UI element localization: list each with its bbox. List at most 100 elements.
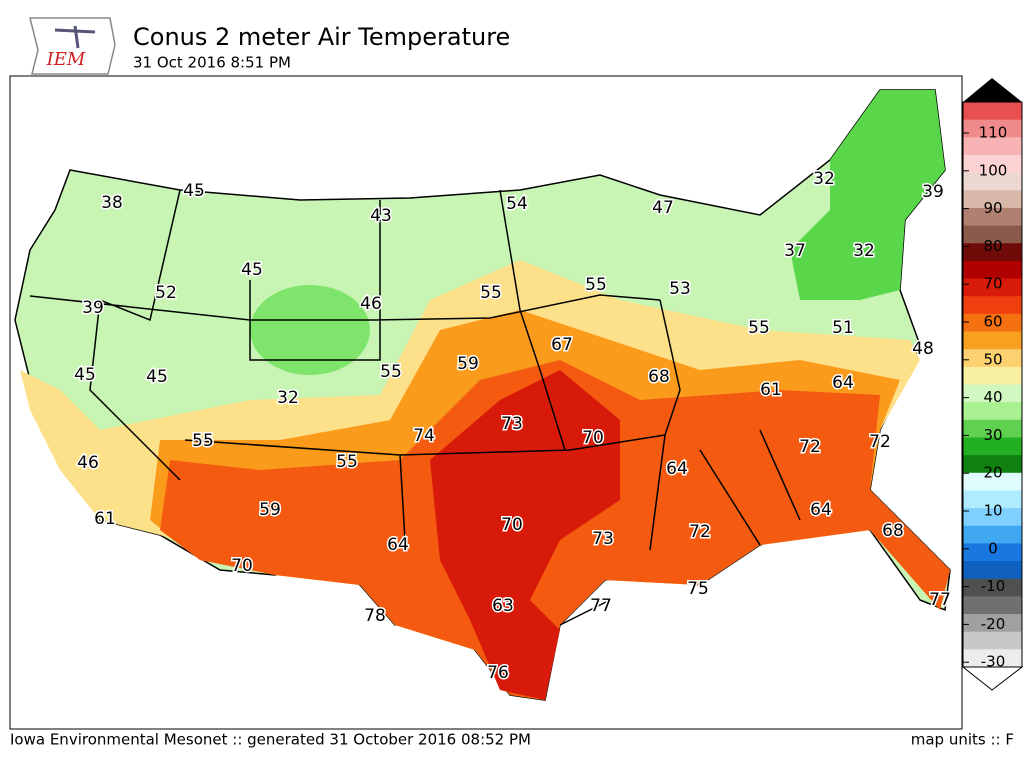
station-value: 68 [882, 521, 904, 541]
station-value: 46 [77, 453, 99, 473]
station-value: 77 [929, 590, 951, 610]
station-value: 45 [183, 181, 205, 201]
colorbar-label: -30 [981, 653, 1006, 671]
station-value: 39 [922, 182, 944, 202]
station-value: 53 [669, 279, 691, 299]
color-band [963, 243, 1022, 262]
station-value: 64 [832, 373, 854, 393]
station-value: 63 [492, 596, 514, 616]
station-value: 45 [146, 367, 168, 387]
colorbar-label: 0 [988, 539, 998, 557]
title: Conus 2 meter Air Temperature [133, 23, 510, 51]
station-value: 64 [666, 459, 688, 479]
station-value: 48 [912, 339, 934, 359]
station-value: 73 [592, 529, 614, 549]
station-value: 52 [155, 283, 177, 303]
station-value: 77 [590, 596, 612, 616]
station-value: 74 [413, 426, 435, 446]
color-band [963, 102, 1022, 121]
colorbar-label: 30 [983, 426, 1002, 444]
color-band [963, 172, 1022, 191]
station-value: 46 [360, 294, 382, 314]
station-value: 64 [387, 535, 409, 555]
station-value: 67 [551, 335, 573, 355]
color-band [963, 508, 1022, 527]
colorbar-label: 90 [983, 199, 1002, 217]
color-band [963, 490, 1022, 509]
footer-right: map units :: F [911, 731, 1014, 749]
color-band [963, 419, 1022, 438]
color-band [963, 614, 1022, 633]
station-value: 54 [506, 194, 528, 214]
station-value: 72 [689, 522, 711, 542]
color-band [963, 331, 1022, 350]
color-band [963, 384, 1022, 403]
map [9, 75, 963, 730]
color-band [963, 296, 1022, 315]
color-band [963, 631, 1022, 650]
color-band [963, 349, 1022, 368]
station-value: 32 [277, 388, 299, 408]
color-band [963, 119, 1022, 138]
station-value: 70 [231, 556, 253, 576]
color-band [963, 455, 1022, 474]
color-band [963, 649, 1022, 668]
station-value: 39 [82, 298, 104, 318]
colorbar-label: 40 [983, 388, 1002, 406]
station-value: 78 [364, 606, 386, 626]
color-band [963, 578, 1022, 597]
color-band [963, 207, 1022, 227]
color-band [963, 137, 1022, 156]
color-band [963, 278, 1022, 297]
color-band [963, 402, 1022, 421]
colorbar-label: 80 [983, 237, 1002, 255]
station-value: 55 [480, 283, 502, 303]
color-band [963, 225, 1022, 244]
color-band [963, 190, 1022, 209]
colorbar-label: 60 [983, 313, 1002, 331]
logo: IEM [29, 17, 116, 75]
station-value: 55 [336, 452, 358, 472]
station-value: 59 [457, 354, 479, 374]
color-band [963, 313, 1022, 333]
station-value: 61 [760, 380, 782, 400]
colorbar-frame [962, 101, 1023, 668]
logo-text: IEM [46, 49, 86, 70]
color-band [963, 472, 1022, 491]
subtitle: 31 Oct 2016 8:51 PM [133, 54, 291, 72]
colorbar-label: 100 [979, 161, 1008, 179]
colorbar-label: 50 [983, 350, 1002, 368]
station-value: 47 [652, 198, 674, 218]
station-labels: 38 45 43 54 47 32 39 45 52 46 55 55 53 37 32 39 55 51 48 67… [73, 168, 953, 685]
station-value: 70 [501, 515, 523, 535]
station-value: 61 [94, 509, 116, 529]
color-band [963, 543, 1022, 562]
station-value: 70 [582, 428, 604, 448]
station-value: 72 [869, 432, 891, 452]
station-value: 55 [380, 362, 402, 382]
station-value: 45 [74, 365, 96, 385]
color-band [963, 260, 1022, 280]
colorbar-label: -10 [981, 577, 1006, 595]
station-value: 55 [748, 318, 770, 338]
station-value: 64 [810, 500, 832, 520]
station-value: 59 [259, 500, 281, 520]
colorbar-label: 20 [983, 464, 1002, 482]
footer-left: Iowa Environmental Mesonet :: generated … [10, 731, 531, 749]
station-value: 68 [648, 367, 670, 387]
color-band [963, 366, 1022, 385]
station-value: 37 [784, 241, 806, 261]
station-value: 75 [687, 579, 709, 599]
colorbar-label: -20 [981, 615, 1006, 633]
station-value: 55 [585, 275, 607, 295]
color-band [963, 525, 1022, 544]
color-band [963, 437, 1022, 456]
station-value: 32 [853, 241, 875, 261]
station-value: 45 [241, 260, 263, 280]
colorbar-label: 110 [979, 124, 1008, 142]
station-value: 32 [813, 169, 835, 189]
station-value: 51 [832, 318, 854, 338]
color-band [963, 154, 1022, 174]
station-value: 73 [501, 414, 523, 434]
